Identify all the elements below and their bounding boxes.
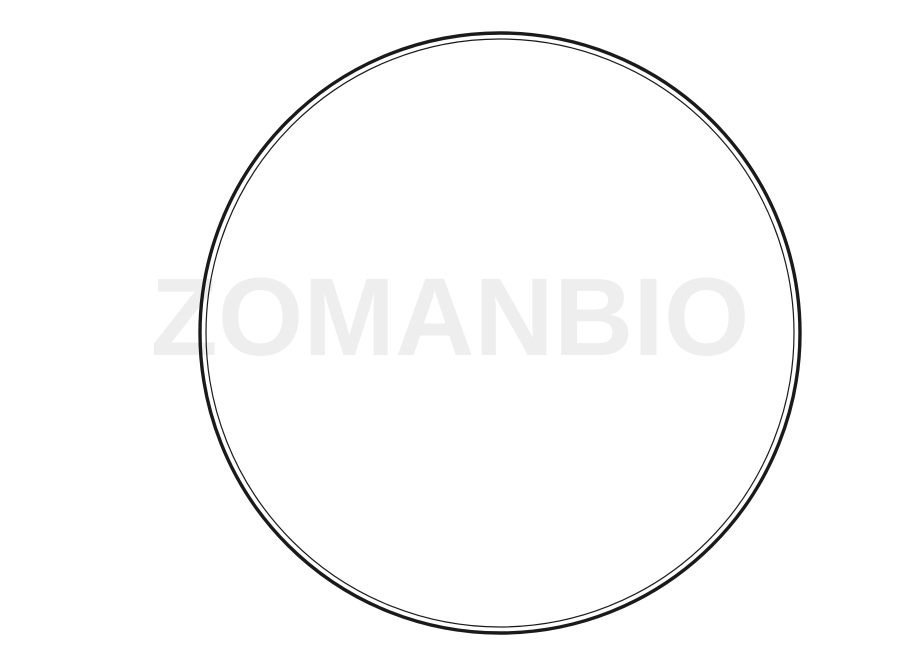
svg-text:ZOMANBIO: ZOMANBIO (151, 256, 750, 379)
